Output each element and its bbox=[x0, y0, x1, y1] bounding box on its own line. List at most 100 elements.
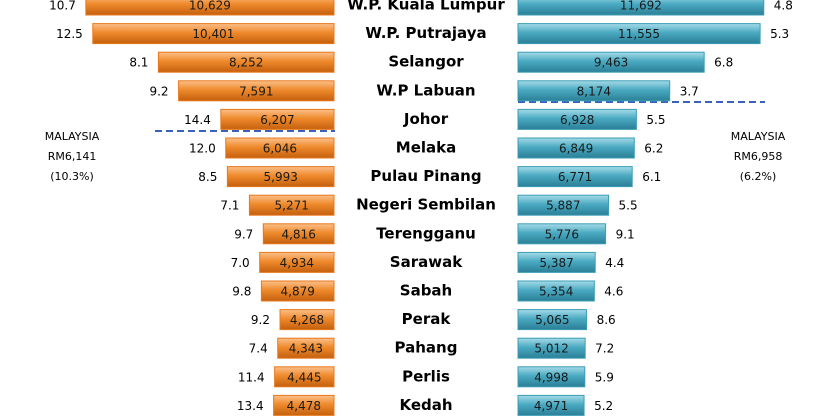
category-label: Pulau Pinang bbox=[370, 167, 481, 185]
value-label: 5,271 bbox=[275, 199, 309, 213]
bar bbox=[259, 251, 335, 273]
annotation: (10.3%) bbox=[50, 170, 94, 183]
growth-label: 8.5 bbox=[198, 170, 217, 184]
growth-label: 12.0 bbox=[189, 142, 216, 156]
value-label: 4,879 bbox=[281, 285, 315, 299]
bar bbox=[517, 194, 610, 216]
growth-label: 5.3 bbox=[770, 27, 789, 41]
growth-label: 9.7 bbox=[234, 227, 253, 241]
category-label: Pahang bbox=[395, 339, 458, 357]
category-label: Johor bbox=[403, 110, 449, 128]
bar bbox=[517, 251, 596, 273]
growth-label: 14.4 bbox=[184, 113, 211, 127]
value-label: 5,065 bbox=[535, 313, 569, 327]
growth-label: 8.1 bbox=[129, 56, 148, 70]
growth-label: 9.1 bbox=[616, 227, 635, 241]
value-label: 4,445 bbox=[287, 370, 321, 384]
bar bbox=[248, 194, 335, 216]
growth-label: 6.2 bbox=[644, 142, 663, 156]
category-label: W.P Labuan bbox=[376, 81, 475, 99]
bar bbox=[220, 108, 335, 130]
value-label: 11,692 bbox=[620, 0, 662, 13]
growth-label: 8.6 bbox=[597, 313, 616, 327]
value-label: 11,555 bbox=[618, 27, 660, 41]
bar bbox=[517, 51, 705, 73]
value-label: 5,387 bbox=[539, 256, 573, 270]
value-label: 5,776 bbox=[545, 227, 579, 241]
category-label: Sarawak bbox=[390, 253, 463, 271]
bar bbox=[517, 108, 637, 130]
category-label: Perlis bbox=[402, 367, 450, 385]
growth-label: 5.5 bbox=[619, 199, 638, 213]
growth-label: 5.5 bbox=[646, 113, 665, 127]
value-label: 4,816 bbox=[281, 227, 315, 241]
growth-label: 6.8 bbox=[714, 56, 733, 70]
value-label: 8,252 bbox=[229, 56, 263, 70]
value-label: 5,354 bbox=[539, 285, 573, 299]
bar bbox=[517, 166, 633, 188]
value-label: 4,971 bbox=[534, 399, 568, 413]
category-label: Negeri Sembilan bbox=[356, 196, 496, 214]
growth-label: 5.9 bbox=[595, 370, 614, 384]
bar bbox=[517, 366, 586, 388]
value-label: 4,934 bbox=[280, 256, 314, 270]
value-label: 5,993 bbox=[264, 170, 298, 184]
value-label: 4,343 bbox=[289, 342, 323, 356]
category-label: Kedah bbox=[399, 396, 452, 414]
bar bbox=[279, 309, 335, 331]
value-label: 5,012 bbox=[534, 342, 568, 356]
category-label: Sabah bbox=[400, 282, 452, 300]
bar bbox=[225, 137, 335, 159]
value-label: 4,998 bbox=[534, 370, 568, 384]
category-label: Perak bbox=[402, 310, 452, 328]
growth-label: 5.2 bbox=[594, 399, 613, 413]
value-label: 6,207 bbox=[260, 113, 294, 127]
bar bbox=[517, 137, 635, 159]
value-label: 4,478 bbox=[287, 399, 321, 413]
bar bbox=[260, 280, 335, 302]
annotation: MALAYSIA bbox=[731, 130, 786, 143]
growth-label: 10.7 bbox=[49, 0, 76, 13]
value-label: 6,771 bbox=[558, 170, 592, 184]
value-label: 6,928 bbox=[560, 113, 594, 127]
growth-label: 7.2 bbox=[595, 342, 614, 356]
value-label: 10,629 bbox=[189, 0, 231, 13]
growth-label: 9.8 bbox=[232, 285, 251, 299]
annotation: RM6,141 bbox=[48, 150, 97, 163]
value-label: 4,268 bbox=[290, 313, 324, 327]
growth-label: 11.4 bbox=[238, 370, 265, 384]
bar bbox=[226, 166, 335, 188]
growth-label: 9.2 bbox=[251, 313, 270, 327]
bar bbox=[277, 337, 335, 359]
growth-label: 3.7 bbox=[680, 84, 699, 98]
category-label: Selangor bbox=[388, 53, 464, 71]
category-label: W.P. Kuala Lumpur bbox=[347, 0, 505, 14]
bar bbox=[517, 223, 607, 245]
value-label: 7,591 bbox=[239, 84, 273, 98]
growth-label: 4.8 bbox=[774, 0, 793, 13]
growth-label: 12.5 bbox=[56, 27, 83, 41]
annotation: (6.2%) bbox=[740, 170, 777, 183]
bar bbox=[517, 23, 761, 45]
annotation: RM6,958 bbox=[734, 150, 783, 163]
value-label: 6,849 bbox=[559, 142, 593, 156]
bar bbox=[273, 394, 335, 416]
value-label: 9,463 bbox=[594, 56, 628, 70]
bar bbox=[92, 23, 335, 45]
bar bbox=[157, 51, 335, 73]
bar bbox=[517, 280, 595, 302]
growth-label: 13.4 bbox=[237, 399, 264, 413]
annotation: MALAYSIA bbox=[45, 130, 100, 143]
growth-label: 4.6 bbox=[604, 285, 623, 299]
bar bbox=[274, 366, 335, 388]
category-label: Terengganu bbox=[376, 224, 476, 242]
value-label: 10,401 bbox=[192, 27, 234, 41]
value-label: 8,174 bbox=[577, 84, 611, 98]
category-label: Melaka bbox=[396, 139, 456, 157]
bar bbox=[517, 394, 585, 416]
bar bbox=[517, 0, 765, 16]
bar bbox=[85, 0, 335, 16]
growth-label: 9.2 bbox=[149, 84, 168, 98]
value-label: 5,887 bbox=[546, 199, 580, 213]
